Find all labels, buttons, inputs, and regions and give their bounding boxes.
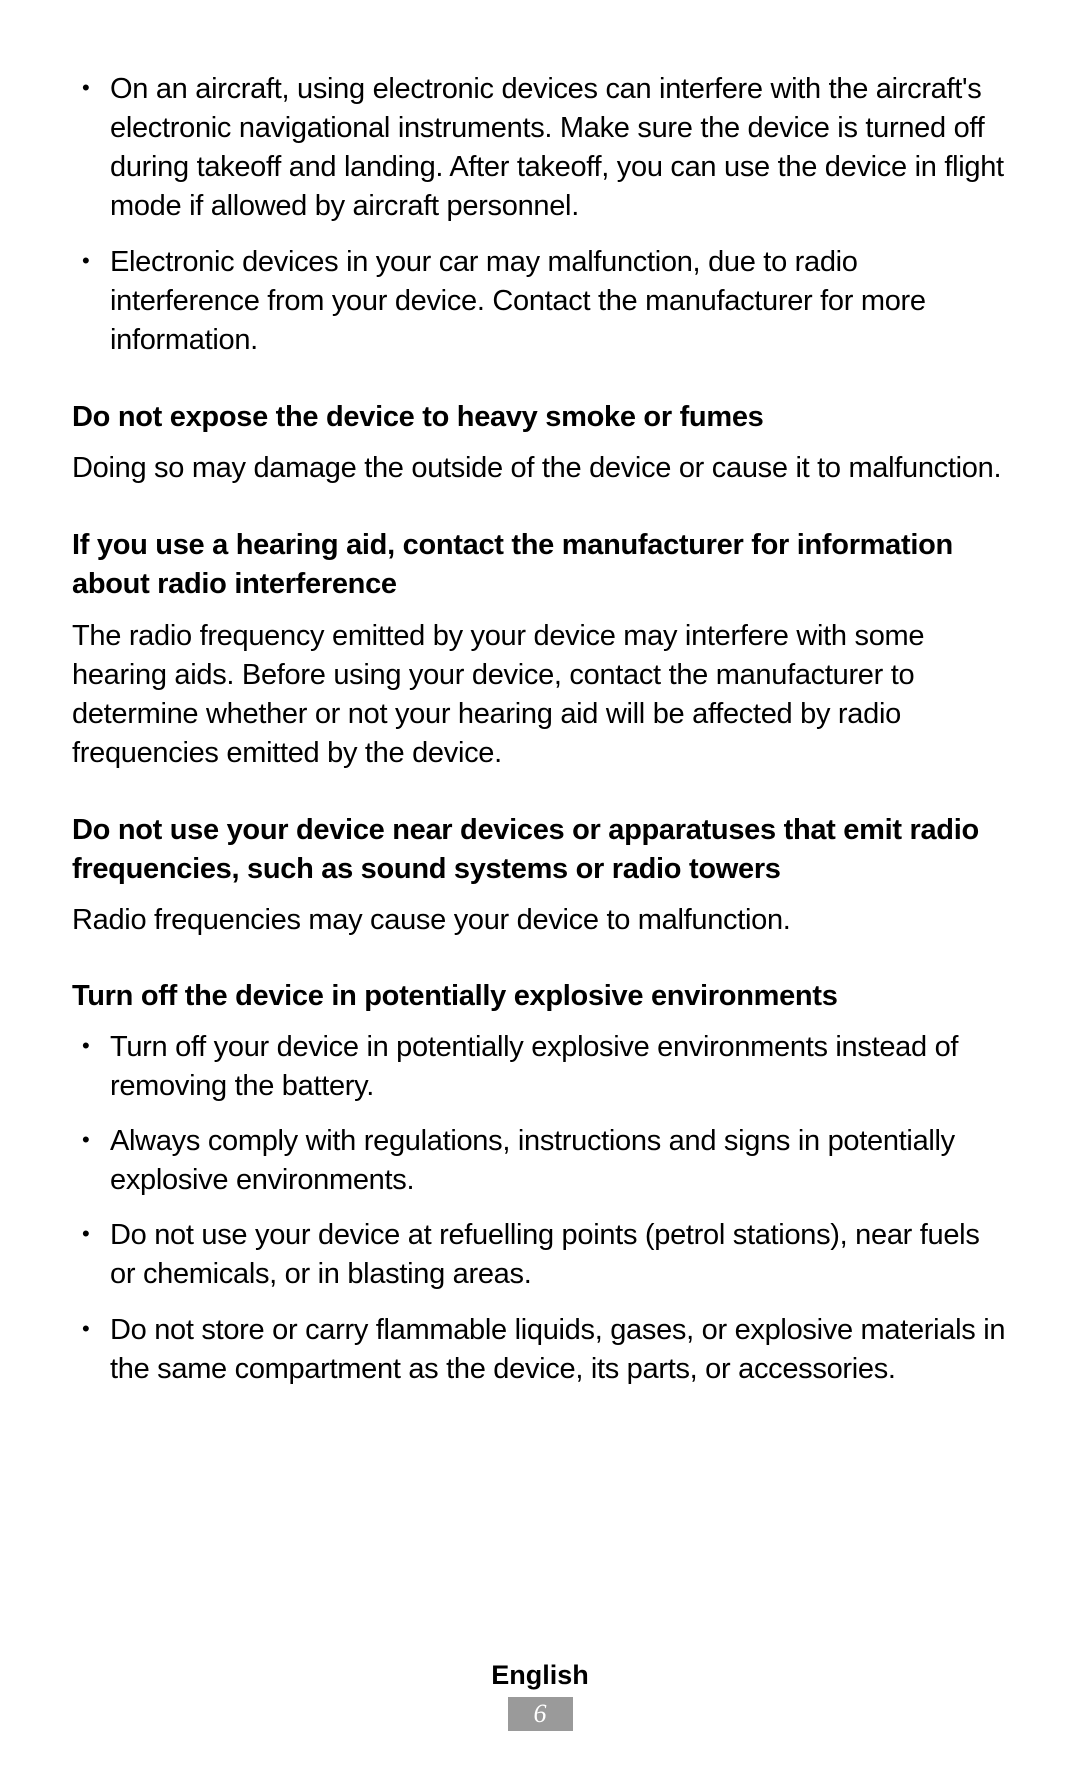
section-body: Doing so may damage the outside of the d… [72,449,1008,488]
list-item: Do not use your device at refuelling poi… [110,1216,1008,1294]
section-heading: Do not use your device near devices or a… [72,811,1008,889]
list-item: Electronic devices in your car may malfu… [110,243,1008,360]
section-body: Radio frequencies may cause your device … [72,901,1008,940]
page-footer: English 6 [0,1660,1080,1731]
list-item: Always comply with regulations, instruct… [110,1122,1008,1200]
list-item: Turn off your device in potentially expl… [110,1028,1008,1106]
page-content: On an aircraft, using electronic devices… [72,70,1008,1389]
top-bullet-list: On an aircraft, using electronic devices… [72,70,1008,360]
section-heading: Turn off the device in potentially explo… [72,977,1008,1016]
list-item: On an aircraft, using electronic devices… [110,70,1008,227]
explosive-env-list: Turn off your device in potentially expl… [72,1028,1008,1389]
section-heading: Do not expose the device to heavy smoke … [72,398,1008,437]
section-body: The radio frequency emitted by your devi… [72,617,1008,774]
list-item: Do not store or carry flammable liquids,… [110,1311,1008,1389]
footer-language: English [0,1660,1080,1691]
footer-page-number: 6 [508,1697,573,1731]
section-heading: If you use a hearing aid, contact the ma… [72,526,1008,604]
